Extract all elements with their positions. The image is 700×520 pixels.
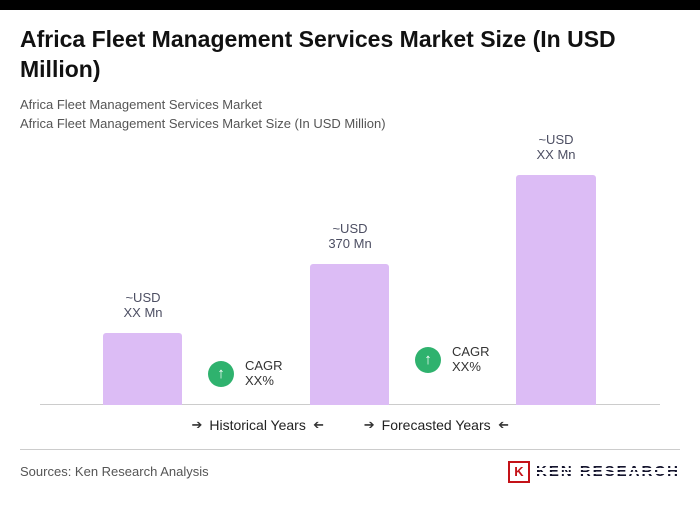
wordmark-stripe (535, 468, 680, 470)
axis-period-labels: ➔ Historical Years ➔ ➔ Forecasted Years … (0, 417, 700, 433)
forecasted-years-label: ➔ Forecasted Years ➔ (364, 417, 509, 433)
cagr-value: XX% (245, 372, 274, 388)
bar-value-line1: ~USD (332, 220, 368, 236)
bar-value-line1: ~USD (125, 289, 161, 305)
brand-text: KEN RESEARCH (536, 463, 680, 480)
bar-value-label-historical: ~USD XX Mn (83, 289, 203, 321)
ken-research-logo: K KEN RESEARCH (507, 460, 680, 483)
bar-chart: ~USD XX Mn ~USD 370 Mn ~USD XX Mn ↑ CAGR… (0, 131, 700, 405)
arrow-right-icon: ➔ (363, 416, 375, 432)
cagr-text: CAGR (245, 357, 283, 373)
bar-current (310, 263, 389, 405)
arrow-right-icon: ➔ (191, 416, 203, 432)
bar-value-label-forecast: ~USD XX Mn (496, 131, 616, 163)
top-accent-bar (0, 0, 700, 10)
growth-badge-1: ↑ (208, 360, 234, 387)
cagr-label-1: CAGR XX% (245, 357, 283, 389)
bar-value-line2: XX Mn (536, 146, 576, 162)
bar-forecast (516, 174, 596, 405)
ken-research-k-icon: K (507, 460, 530, 483)
bar-value-line2: 370 Mn (328, 235, 372, 251)
page-title: Africa Fleet Management Services Market … (20, 26, 616, 83)
forecasted-years-text: Forecasted Years (381, 416, 491, 433)
ken-research-wordmark: KEN RESEARCH (535, 463, 680, 480)
up-arrow-icon: ↑ (217, 365, 225, 383)
growth-badge-2: ↑ (415, 346, 441, 373)
historical-years-label: ➔ Historical Years ➔ (191, 417, 323, 433)
footer-divider (20, 448, 680, 450)
bar-value-line2: XX Mn (123, 304, 163, 320)
bar-historical (103, 332, 182, 405)
subtitle-line-2: Africa Fleet Management Services Market … (20, 115, 386, 131)
bar-value-label-current: ~USD 370 Mn (290, 220, 410, 252)
cagr-label-2: CAGR XX% (452, 343, 490, 375)
historical-years-text: Historical Years (209, 416, 306, 433)
cagr-text: CAGR (452, 343, 490, 359)
page: Africa Fleet Management Services Market … (0, 0, 700, 483)
arrow-left-icon: ➔ (312, 416, 324, 432)
subtitle-line-1: Africa Fleet Management Services Market (20, 96, 263, 112)
footer: Sources: Ken Research Analysis K KEN RES… (20, 460, 680, 483)
bar-value-line1: ~USD (538, 131, 574, 147)
cagr-value: XX% (452, 358, 481, 374)
up-arrow-icon: ↑ (424, 351, 432, 369)
arrow-left-icon: ➔ (497, 416, 509, 432)
sources-text: Sources: Ken Research Analysis (20, 464, 209, 480)
wordmark-stripe (535, 472, 680, 474)
